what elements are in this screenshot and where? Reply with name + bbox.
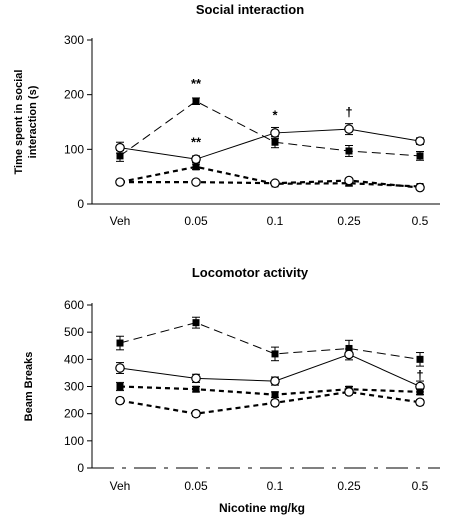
significance-marker: * <box>272 107 278 122</box>
y-tick-label: 0 <box>77 461 84 475</box>
y-axis-label-line: interaction (s) <box>27 85 39 158</box>
y-axis-label: Beam Breaks <box>23 352 35 422</box>
data-point <box>416 152 424 160</box>
data-point <box>192 319 200 327</box>
series-0 <box>116 97 424 162</box>
data-point <box>270 376 280 386</box>
data-point <box>344 175 354 186</box>
data-point <box>270 397 280 408</box>
x-tick-label: 0.25 <box>337 479 361 493</box>
data-point <box>115 177 125 187</box>
data-point <box>344 387 354 397</box>
y-tick-label: 300 <box>64 380 84 394</box>
y-axis-label: Time spent in social interaction (s) <box>13 70 39 175</box>
series-line <box>120 179 421 189</box>
series-line <box>119 390 421 415</box>
series-2 <box>116 381 424 399</box>
data-point <box>271 138 279 146</box>
data-point <box>115 142 125 153</box>
data-point <box>271 391 279 399</box>
series-2 <box>116 163 424 191</box>
data-point <box>344 124 354 134</box>
x-tick-label: 0.1 <box>267 479 284 493</box>
series-line <box>119 353 421 387</box>
data-point <box>415 136 425 146</box>
data-point <box>192 385 200 393</box>
data-point <box>192 97 200 105</box>
series-3 <box>115 387 425 419</box>
data-point <box>191 408 201 419</box>
x-tick-label: 0.1 <box>267 214 284 228</box>
y-tick-label: 100 <box>64 142 84 156</box>
series-line <box>119 100 421 157</box>
x-tick-label: 0.5 <box>412 214 429 228</box>
data-point <box>415 397 425 408</box>
significance-marker: ** <box>191 135 202 150</box>
data-point <box>192 163 200 171</box>
y-tick-label: 0 <box>77 197 84 211</box>
x-tick-label: 0.25 <box>337 214 361 228</box>
series-line <box>119 128 421 160</box>
x-tick-label: Veh <box>110 214 131 228</box>
x-tick-label: 0.05 <box>184 479 208 493</box>
series-3 <box>115 175 425 193</box>
chart-title: Social interaction <box>196 2 304 17</box>
data-point <box>116 383 124 390</box>
data-point <box>116 152 124 160</box>
data-point <box>416 388 424 396</box>
data-point <box>115 395 125 406</box>
data-point <box>344 349 354 360</box>
data-point <box>116 339 124 347</box>
data-point <box>345 147 353 155</box>
data-point <box>271 350 279 358</box>
data-point <box>191 154 201 164</box>
y-axis-label-line: Time spent in social <box>13 70 25 175</box>
y-tick-label: 600 <box>64 298 84 312</box>
x-axis-label: Nicotine mg/kg <box>219 501 305 515</box>
y-tick-label: 500 <box>64 325 84 339</box>
data-point <box>115 363 125 373</box>
series-1 <box>115 348 425 393</box>
series-0 <box>116 316 424 367</box>
x-tick-label: 0.5 <box>412 479 429 493</box>
series-line <box>119 322 421 360</box>
data-point <box>270 128 280 138</box>
y-tick-label: 300 <box>64 33 84 47</box>
data-point <box>345 344 353 352</box>
data-point <box>191 373 201 384</box>
x-tick-label: Veh <box>110 479 131 493</box>
significance-marker: † <box>345 105 352 120</box>
data-point <box>416 355 424 363</box>
data-point <box>270 178 280 189</box>
y-tick-label: 200 <box>64 407 84 421</box>
series-1 <box>115 123 425 164</box>
significance-marker: ** <box>191 76 202 91</box>
y-tick-label: 200 <box>64 88 84 102</box>
series-line <box>119 165 421 188</box>
data-point <box>415 182 425 193</box>
data-point <box>191 177 201 187</box>
y-tick-label: 100 <box>64 434 84 448</box>
x-tick-label: 0.05 <box>184 214 208 228</box>
y-tick-label: 400 <box>64 352 84 366</box>
significance-marker: † <box>416 368 423 383</box>
chart-title: Locomotor activity <box>192 265 309 280</box>
series-line <box>119 385 421 396</box>
